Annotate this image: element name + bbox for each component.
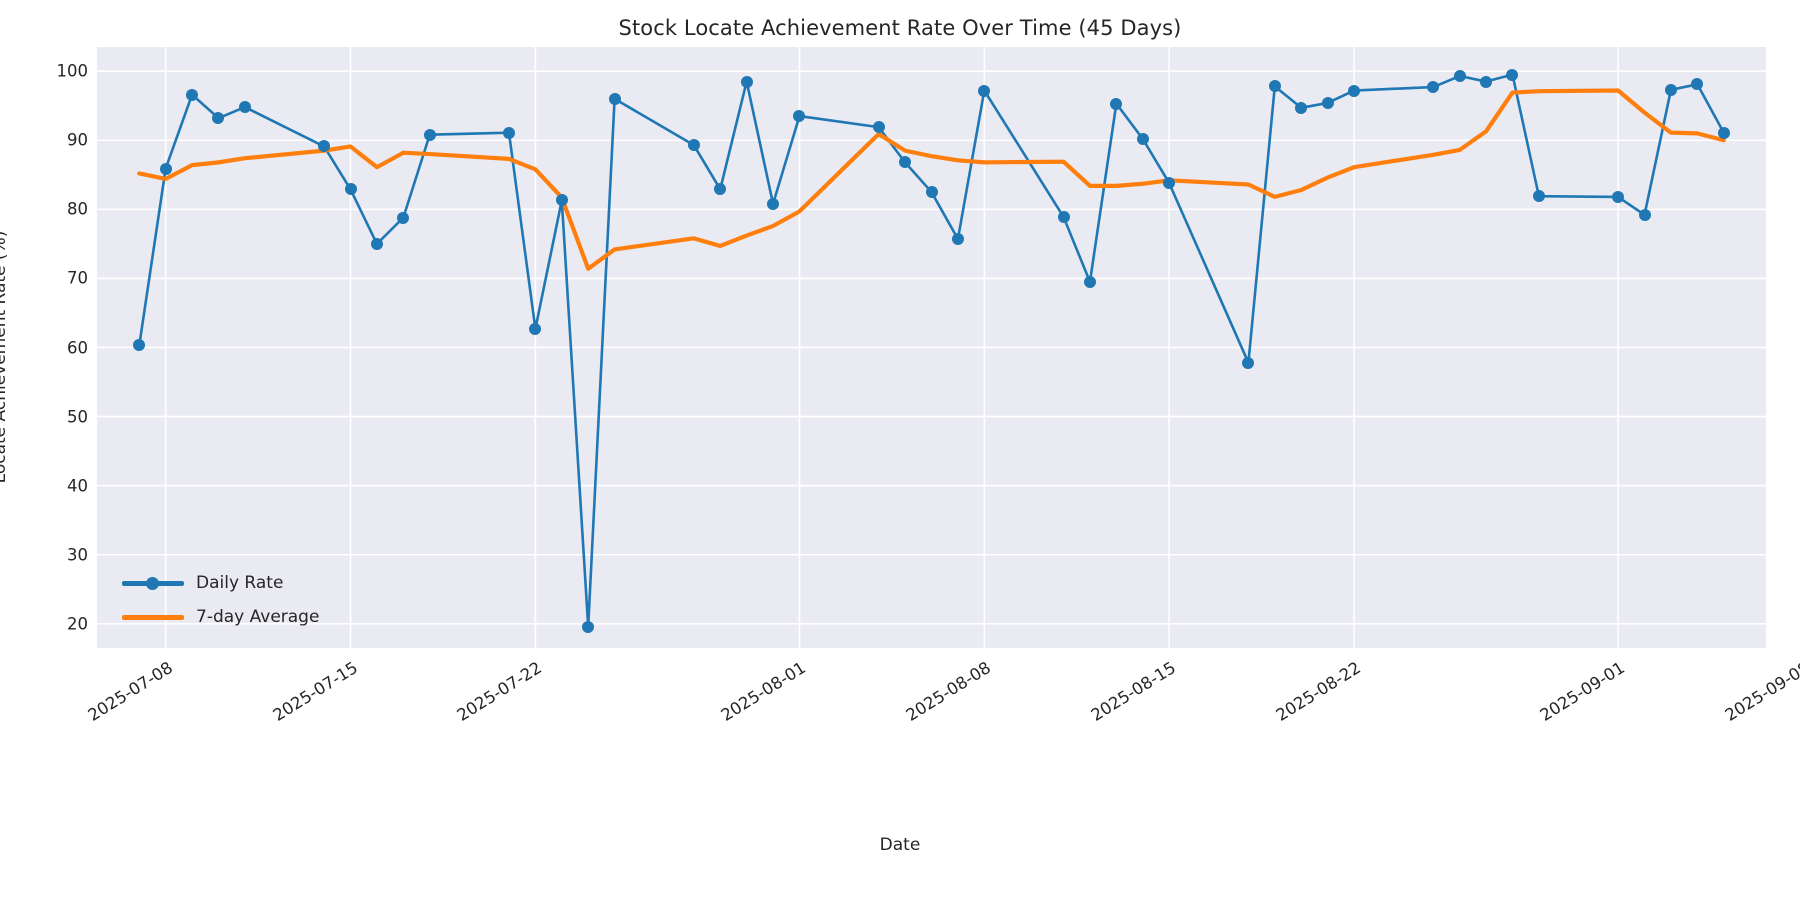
data-point-marker[interactable] xyxy=(872,121,885,134)
data-point-marker[interactable] xyxy=(1110,97,1123,110)
data-point-marker[interactable] xyxy=(714,183,727,196)
data-point-marker[interactable] xyxy=(1480,75,1493,88)
data-point-marker[interactable] xyxy=(133,339,146,352)
data-point-marker[interactable] xyxy=(1136,132,1149,145)
data-point-marker[interactable] xyxy=(1057,210,1070,223)
data-point-marker[interactable] xyxy=(529,322,542,335)
data-point-marker[interactable] xyxy=(899,156,912,169)
data-point-marker[interactable] xyxy=(740,75,753,88)
legend-swatch-daily-rate xyxy=(122,574,184,592)
data-point-marker[interactable] xyxy=(212,112,225,125)
data-point-marker[interactable] xyxy=(951,233,964,246)
chart-legend: Daily Rate 7-day Average xyxy=(114,562,327,640)
data-point-marker[interactable] xyxy=(318,140,331,153)
data-point-marker[interactable] xyxy=(186,88,199,101)
legend-swatch-7day-average xyxy=(122,608,184,626)
data-point-marker[interactable] xyxy=(1506,68,1519,81)
plot-area: Daily Rate 7-day Average xyxy=(97,47,1766,648)
data-point-marker[interactable] xyxy=(1638,208,1651,221)
data-point-marker[interactable] xyxy=(1163,177,1176,190)
data-point-marker[interactable] xyxy=(1612,190,1625,203)
y-axis-tick-label: 100 xyxy=(56,61,89,81)
x-axis-label: Date xyxy=(879,835,921,855)
chart-title: Stock Locate Achievement Rate Over Time … xyxy=(618,16,1182,40)
data-point-marker[interactable] xyxy=(1717,126,1730,139)
data-point-marker[interactable] xyxy=(344,183,357,196)
data-point-marker[interactable] xyxy=(1532,190,1545,203)
data-point-marker[interactable] xyxy=(502,126,515,139)
data-point-marker[interactable] xyxy=(1664,83,1677,96)
data-point-marker[interactable] xyxy=(582,620,595,633)
series-line-7day-average xyxy=(137,88,1726,271)
data-point-marker[interactable] xyxy=(1691,78,1704,91)
data-point-marker[interactable] xyxy=(687,139,700,152)
data-point-marker[interactable] xyxy=(370,237,383,250)
legend-label-daily-rate: Daily Rate xyxy=(196,573,284,593)
data-point-marker[interactable] xyxy=(397,211,410,224)
x-axis-tick-label: 2025-07-08 xyxy=(84,658,176,725)
legend-item-daily-rate[interactable]: Daily Rate xyxy=(122,566,319,600)
y-axis-tick-label: 70 xyxy=(67,268,88,288)
y-axis-tick-label: 40 xyxy=(67,476,88,496)
data-point-marker[interactable] xyxy=(767,197,780,210)
data-point-marker[interactable] xyxy=(1268,80,1281,93)
data-point-marker[interactable] xyxy=(793,110,806,123)
data-point-marker[interactable] xyxy=(1453,70,1466,82)
y-axis-tick-label: 90 xyxy=(67,130,88,150)
data-point-marker[interactable] xyxy=(555,194,568,207)
data-point-marker[interactable] xyxy=(423,128,436,141)
data-point-marker[interactable] xyxy=(238,101,251,114)
y-axis-tick-label: 60 xyxy=(67,338,88,357)
y-axis-tick-label: 80 xyxy=(67,199,88,219)
data-point-marker[interactable] xyxy=(1348,84,1361,97)
legend-label-7day-average: 7-day Average xyxy=(196,607,320,627)
data-point-marker[interactable] xyxy=(159,162,172,175)
data-point-marker[interactable] xyxy=(608,92,621,105)
y-axis-tick-label: 20 xyxy=(67,614,88,634)
legend-item-7day-average[interactable]: 7-day Average xyxy=(122,600,319,634)
data-point-marker[interactable] xyxy=(925,186,938,199)
data-point-marker[interactable] xyxy=(1083,275,1096,288)
y-axis-tick-label: 50 xyxy=(67,407,88,427)
data-point-marker[interactable] xyxy=(1321,96,1334,109)
data-point-marker[interactable] xyxy=(1295,101,1308,114)
data-point-marker[interactable] xyxy=(1242,356,1255,369)
y-axis-tick-label: 30 xyxy=(67,545,88,565)
y-axis-label: Locate Achievement Rate (%) xyxy=(0,230,10,484)
data-point-marker[interactable] xyxy=(978,84,991,97)
series-layer xyxy=(137,73,1726,628)
data-point-marker[interactable] xyxy=(1427,81,1440,94)
